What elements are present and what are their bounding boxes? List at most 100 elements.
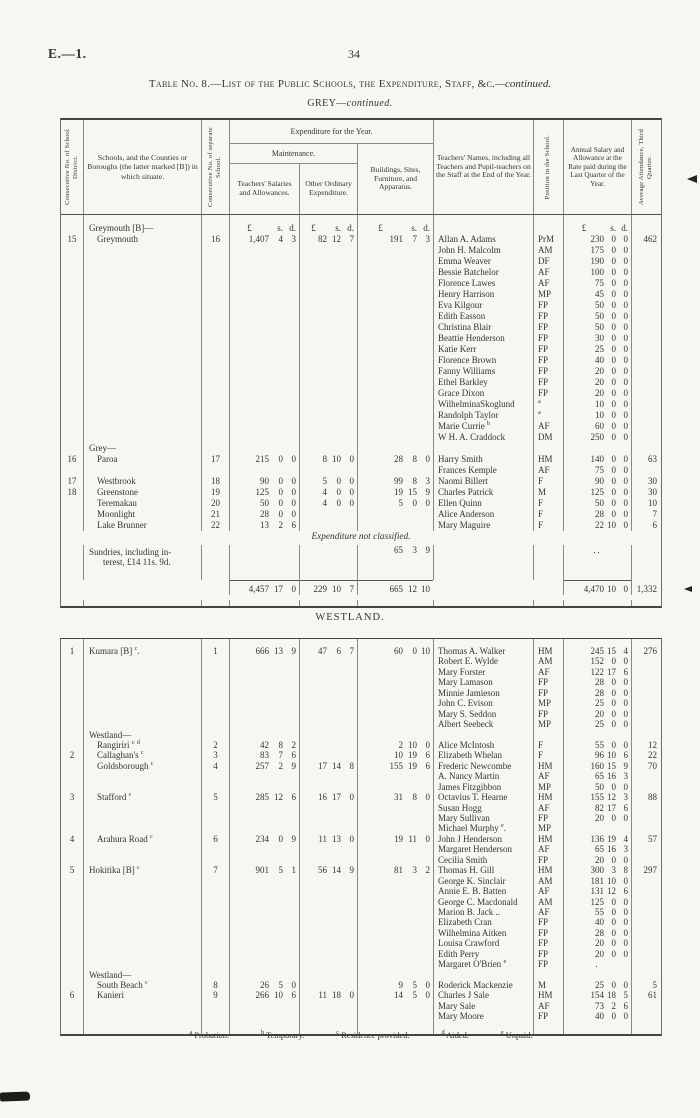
- district-cell: [61, 300, 83, 311]
- school-no-cell: [201, 256, 229, 267]
- section-row: Grey—: [61, 443, 661, 454]
- teacher-name-cell: Mary Maguire: [433, 520, 533, 531]
- table-row: Michael Murphy e. MP: [61, 823, 661, 834]
- money-value: 82 17 6: [595, 802, 628, 813]
- other-expenditure-cell: 8 10 0: [299, 454, 357, 465]
- annual-salary-cell: 30 0 0: [563, 333, 631, 344]
- attendance-cell: [631, 886, 661, 897]
- buildings-cell: [357, 366, 433, 377]
- annual-salary-cell: [563, 729, 631, 740]
- buildings-cell: 14 5 0: [357, 990, 433, 1001]
- table-row: WilhelminaSkoglund a 10 0 0: [61, 398, 661, 410]
- annual-salary-cell: 50 0 0: [563, 322, 631, 333]
- footnote-marker: c: [140, 749, 144, 757]
- table-row: 15 Greymouth 16 1,407 4 3 82 12 7 191 7 3 Allan A. A…: [61, 234, 661, 245]
- school-cell: [83, 844, 201, 855]
- annual-salary-cell: [563, 639, 631, 646]
- school-no-cell: [201, 1011, 229, 1022]
- table-header-row: Consecutive No. of School District. Scho…: [61, 120, 661, 215]
- table-row: George C. Macdonald AM 125 0 0: [61, 896, 661, 907]
- money-value: 125 0 0: [590, 896, 629, 907]
- spacer-row: [61, 215, 661, 223]
- salaries-cell: 266 10 6: [229, 990, 299, 1001]
- other-expenditure-cell: [299, 215, 357, 223]
- table-row: Lake Brunner 22 13 2 6 Mary Maguire F 22 10 0 6: [61, 520, 661, 531]
- grey-schools-table: Consecutive No. of School District. Scho…: [60, 118, 662, 608]
- district-cell: [61, 917, 83, 927]
- page-header: E.—1. 34: [48, 46, 660, 62]
- buildings-cell: [357, 322, 433, 333]
- salaries-cell: [229, 969, 299, 981]
- money-value: 175 0 0: [590, 245, 629, 255]
- district-cell: [61, 410, 83, 421]
- school-no-cell: [201, 545, 229, 571]
- annual-salary-cell: £ s. d.: [563, 223, 631, 234]
- money-value: 42 8 2: [260, 739, 296, 750]
- buildings-cell: [357, 509, 433, 520]
- school-cell: Teremakau: [83, 498, 201, 509]
- teacher-name-cell: Henry Harrison: [433, 289, 533, 300]
- buildings-cell: [357, 666, 433, 678]
- buildings-cell: [357, 443, 433, 454]
- teacher-name-cell: [433, 571, 533, 580]
- attendance-cell: [631, 639, 661, 646]
- attendance-cell: [631, 823, 661, 834]
- footnote-marker: c: [149, 832, 153, 840]
- table-row: 5 Hokitika [B] c 7 901 5 1 56 14 9 81 3 2 Thomas H. …: [61, 865, 661, 876]
- annual-salary-cell: 25 0 0: [563, 980, 631, 991]
- attendance-cell: 88: [631, 792, 661, 803]
- school-no-cell: [201, 289, 229, 300]
- district-cell: [61, 571, 83, 580]
- district-cell: [61, 761, 83, 771]
- attendance-cell: [631, 278, 661, 289]
- buildings-cell: 19 11 0: [357, 833, 433, 845]
- district-cell: [61, 813, 83, 823]
- district-cell: [61, 245, 83, 256]
- position-cell: [533, 639, 563, 646]
- school-no-cell: 16: [201, 234, 229, 245]
- other-expenditure-cell: [299, 377, 357, 388]
- buildings-cell: [357, 886, 433, 897]
- buildings-cell: [357, 698, 433, 709]
- salaries-cell: [229, 656, 299, 667]
- attendance-cell: [631, 1011, 661, 1022]
- annual-salary-cell: 125 0 0: [563, 487, 631, 498]
- school-no-cell: 5: [201, 792, 229, 803]
- school-cell: [83, 823, 201, 834]
- money-value: 300 3 8: [590, 865, 629, 876]
- teacher-name-cell: Charles J Sale: [433, 990, 533, 1001]
- buildings-cell: 99 8 3: [357, 476, 433, 487]
- teacher-name-cell: John J Henderson: [433, 833, 533, 845]
- attendance-cell: [631, 432, 661, 443]
- money-value: 28 8 0: [394, 454, 430, 464]
- teacher-name-cell: Elizabeth Whelan: [433, 750, 533, 761]
- buildings-cell: [357, 875, 433, 887]
- position-cell: M: [533, 487, 563, 498]
- other-expenditure-cell: [299, 875, 357, 887]
- attendance-cell: [631, 927, 661, 939]
- money-value: 136 19 4: [590, 833, 629, 844]
- table-row: Frances Kemple AF 75 0 0: [61, 465, 661, 476]
- district-cell: [61, 719, 83, 729]
- annual-salary-cell: [563, 600, 631, 606]
- table-row: Katie Kerr FP 25 0 0: [61, 344, 661, 355]
- attendance-cell: 30: [631, 487, 661, 498]
- position-cell: FP: [533, 938, 563, 949]
- annual-salary-cell: 20 0 0: [563, 708, 631, 720]
- salaries-cell: 28 0 0: [229, 509, 299, 520]
- salaries-cell: [229, 948, 299, 960]
- annual-salary-cell: 160 15 9: [563, 760, 631, 772]
- attendance-cell: [631, 366, 661, 377]
- money-value: 19 11 0: [394, 833, 430, 844]
- header-school-number: Consecutive No. of separate School.: [201, 120, 229, 214]
- school-cell: [83, 896, 201, 907]
- buildings-cell: [357, 267, 433, 278]
- attendance-cell: [631, 289, 661, 300]
- footnote-marker: c: [145, 979, 148, 986]
- attendance-cell: [631, 410, 661, 421]
- salaries-cell: [229, 729, 299, 740]
- money-unit-header: £ s. d.: [378, 223, 430, 233]
- school-cell: [83, 399, 201, 410]
- table-row: Edith Easson FP 50 0 0: [61, 311, 661, 322]
